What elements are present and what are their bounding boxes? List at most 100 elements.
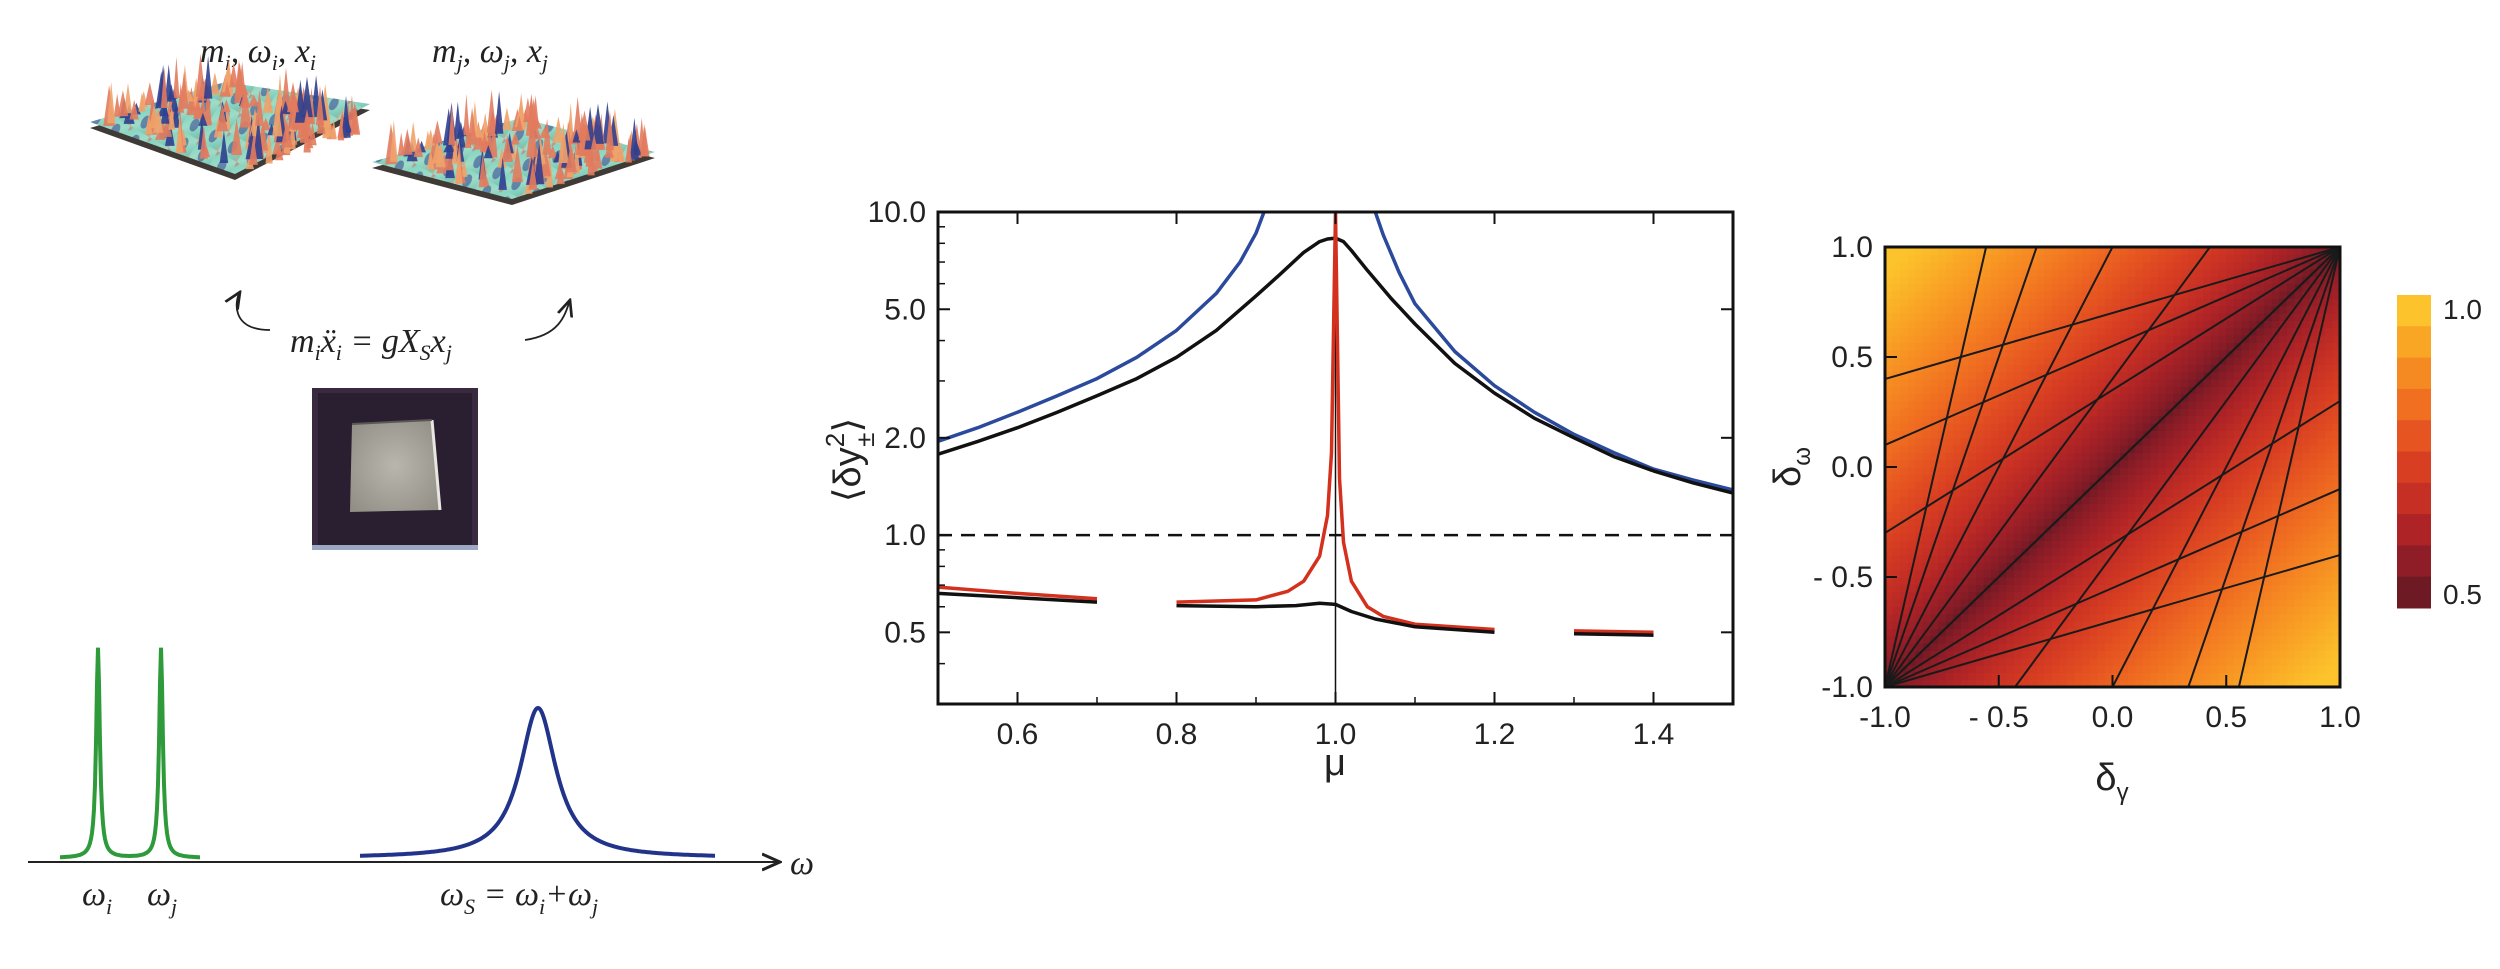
heatmap-cell (2241, 540, 2250, 549)
heatmap-cell (2324, 298, 2334, 307)
heatmap-cell (1976, 357, 1985, 365)
heatmap-cell (2074, 430, 2083, 439)
heatmap-cell (2256, 254, 2265, 263)
heatmap-cell (2158, 327, 2167, 336)
heatmap-cell (2226, 254, 2235, 263)
heatmap-cell (2150, 452, 2159, 461)
heatmap-cell (2029, 518, 2038, 527)
heatmap-cell (2180, 342, 2189, 351)
heatmap-cell (2150, 643, 2159, 651)
heatmap-cell (2241, 621, 2250, 629)
heatmap-cell (2150, 613, 2159, 622)
heatmap-cell (2142, 525, 2152, 534)
heatmap-cell (2309, 643, 2318, 651)
heatmap-cell (2082, 679, 2091, 688)
heatmap-cell (1915, 291, 1924, 299)
heatmap-cell (2180, 489, 2189, 497)
heatmap-cell (1907, 269, 1916, 277)
heatmap-cell (2256, 467, 2265, 475)
heatmap-cell (1953, 467, 1962, 475)
heatmap-cell (2059, 401, 2068, 409)
heatmap-cell (2249, 547, 2258, 556)
heatmap-cell (2089, 357, 2098, 365)
heatmap-cell (2309, 599, 2318, 607)
heatmap-cell (2127, 635, 2136, 644)
heatmap-cell (1885, 371, 1894, 380)
heatmap-cell (2226, 621, 2235, 629)
heatmap-cell (1885, 503, 1894, 512)
heatmap-cell (2286, 665, 2296, 673)
heatmap-cell (2226, 261, 2235, 270)
heatmap-cell (1900, 283, 1909, 292)
heatmap-cell (2279, 569, 2288, 578)
heatmap-cell (2294, 621, 2303, 629)
heatmap-cell (2097, 628, 2106, 637)
heatmap-cell (1930, 364, 1939, 373)
heatmap-cell (2294, 291, 2303, 299)
heatmap-cell (2067, 643, 2076, 651)
heatmap-cell (2059, 247, 2068, 255)
mode-j-label: mj, ωj, xj (432, 33, 548, 75)
heatmap-cell (2059, 349, 2068, 358)
heatmap-cell (2013, 547, 2023, 556)
heatmap-cell (2074, 313, 2083, 321)
heatmap-cell (2013, 496, 2023, 505)
heatmap-cell (1998, 327, 2007, 336)
heatmap-cell (1953, 247, 1962, 255)
heatmap-cell (2218, 496, 2227, 505)
heatmap-cell (2112, 291, 2121, 299)
heatmap-cell (1960, 613, 1970, 622)
heatmap-cell (2286, 393, 2296, 402)
heatmap-cell (2150, 283, 2159, 292)
heatmap-cell (2074, 591, 2083, 600)
colorbar-swatch (2397, 482, 2431, 515)
heatmap-cell (2104, 481, 2114, 490)
heatmap-cell (1945, 313, 1954, 321)
heatmap-cell (1998, 650, 2007, 659)
heatmap-cell (2036, 474, 2045, 483)
heatmap-cell (1976, 401, 1985, 409)
heatmap-cell (1900, 540, 1909, 549)
heatmap-cell (1915, 415, 1924, 424)
heatmap-cell (2158, 569, 2167, 578)
heatmap-cell (1915, 540, 1924, 549)
heatmap-cell (1983, 298, 1992, 307)
heatmap-cell (1953, 313, 1962, 321)
heatmap-cell (2127, 320, 2136, 329)
heatmap-cell (1991, 657, 2000, 666)
heatmap-cell (1907, 371, 1916, 380)
heatmap-cell (1907, 408, 1916, 417)
heatmap-cell (1922, 261, 1932, 270)
heatmap-cell (2006, 327, 2015, 336)
heatmap-cell (2067, 533, 2076, 541)
heatmap-cell (1983, 357, 1992, 365)
heatmap-cell (2082, 569, 2091, 578)
heatmap-cell (2264, 408, 2273, 417)
heatmap-cell (2332, 393, 2341, 402)
heatmap-cell (1945, 342, 1954, 351)
heatmap-cell (2279, 445, 2288, 453)
heatmap-cell (2036, 254, 2045, 263)
heatmap-cell (1892, 511, 1901, 519)
heatmap-cell (2286, 599, 2296, 607)
heatmap-cell (2271, 628, 2280, 637)
heatmap-cell (2233, 613, 2243, 622)
heatmap-cell (2044, 496, 2053, 505)
heatmap-cell (2059, 452, 2068, 461)
heatmap-cell (2286, 364, 2296, 373)
heatmap-cell (2006, 335, 2015, 343)
colorbar-tick-label: 0.5 (2443, 579, 2482, 610)
heatmap-cell (2013, 364, 2023, 373)
heatmap-cell (2218, 518, 2227, 527)
heatmap-cell (2082, 269, 2091, 277)
heatmap-cell (1945, 261, 1954, 270)
heatmap-cell (2241, 386, 2250, 395)
heatmap-cell (2188, 261, 2197, 270)
heatmap-cell (2233, 591, 2243, 600)
heatmap-cell (2324, 430, 2334, 439)
surface-spike (272, 96, 283, 137)
heatmap-cell (1907, 261, 1916, 270)
heatmap-cell (2203, 393, 2212, 402)
heatmap-cell (2059, 657, 2068, 666)
heatmap-cell (1945, 415, 1954, 424)
